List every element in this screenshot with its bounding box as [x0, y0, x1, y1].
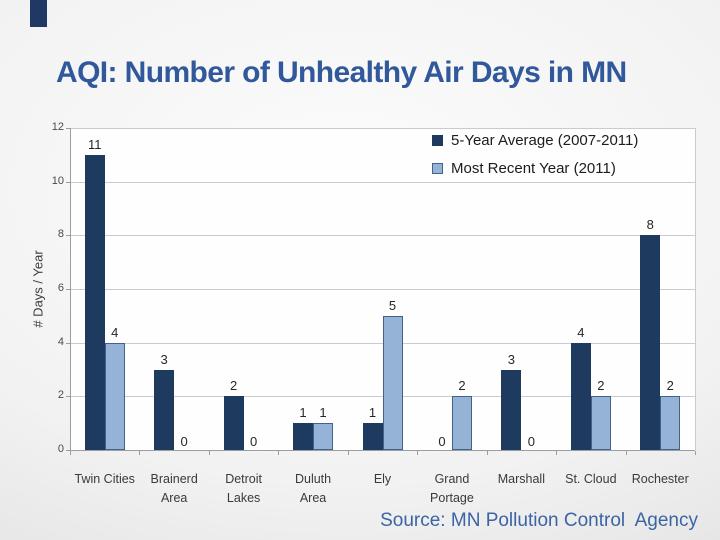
y-tick — [66, 450, 70, 451]
y-axis-title: # Days / Year — [30, 250, 46, 328]
bar-most-recent-year — [104, 342, 125, 450]
y-tick-label: 4 — [57, 335, 64, 348]
bar-value-label: 2 — [458, 378, 466, 394]
slide-accent-mark — [30, 0, 47, 27]
bar-most-recent-year — [660, 396, 681, 450]
x-tick — [417, 451, 419, 455]
bar-value-label: 0 — [249, 434, 258, 449]
category-label: Marshall — [497, 472, 545, 486]
bar-value-label: 2 — [229, 378, 238, 394]
bar-value-label: 0 — [180, 434, 188, 449]
y-tick — [66, 396, 70, 398]
y-tick — [66, 128, 70, 129]
bar-value-label: 3 — [160, 351, 168, 367]
bar-value-label: 0 — [527, 434, 535, 449]
x-tick — [278, 451, 280, 455]
legend-swatch-dark-icon — [432, 135, 443, 146]
source-attribution: Source: MN Pollution Control Agency — [380, 510, 698, 531]
bar-most-recent-year — [382, 315, 403, 450]
bar-value-label: 5 — [388, 297, 397, 313]
plot-right-border — [695, 128, 696, 450]
category-label: Detroit Lakes — [225, 472, 263, 505]
y-tick-label: 2 — [57, 389, 64, 402]
y-axis-line — [70, 128, 71, 454]
bar-5-year-average — [84, 154, 105, 450]
x-tick — [625, 451, 627, 455]
x-axis-line — [70, 450, 695, 451]
y-tick-label: 10 — [51, 174, 64, 187]
bar-value-label: 1 — [299, 405, 307, 421]
y-tick — [66, 235, 70, 237]
bar-value-label: 0 — [438, 434, 446, 449]
x-tick — [347, 451, 349, 455]
bar-value-label: 11 — [87, 136, 102, 152]
bar-value-label: 2 — [597, 378, 605, 394]
x-tick — [139, 451, 141, 455]
category-label: Brainerd Area — [150, 472, 198, 505]
bar-5-year-average — [223, 396, 244, 450]
bar-value-label: 8 — [646, 217, 654, 233]
bar-value-label: 4 — [111, 324, 119, 340]
gridline — [70, 289, 695, 290]
bar-value-label: 2 — [666, 378, 674, 394]
category-label: St. Cloud — [565, 472, 617, 486]
y-tick — [66, 289, 70, 290]
bar-value-label: 3 — [507, 351, 515, 367]
bar-value-label: 1 — [368, 405, 377, 421]
bar-most-recent-year — [590, 396, 611, 450]
x-tick — [556, 451, 558, 455]
legend-row-most-recent-year: Most Recent Year (2011) — [432, 160, 638, 177]
category-label: Duluth Area — [294, 472, 332, 505]
bar-value-label: 4 — [577, 324, 585, 340]
y-tick-label: 6 — [57, 282, 64, 294]
legend-row-5-year-average: 5-Year Average (2007-2011) — [432, 132, 638, 149]
gridline — [70, 235, 695, 237]
bar-5-year-average — [501, 369, 522, 450]
x-tick — [486, 451, 488, 455]
y-tick — [66, 342, 70, 344]
chart-legend: 5-Year Average (2007-2011) Most Recent Y… — [432, 132, 638, 188]
bar-value-label: 1 — [319, 405, 327, 421]
x-tick — [70, 451, 71, 455]
legend-swatch-light-icon — [432, 163, 443, 174]
bar-most-recent-year — [451, 396, 472, 450]
y-tick — [66, 181, 70, 183]
bar-5-year-average — [640, 235, 661, 450]
bar-5-year-average — [154, 369, 175, 450]
y-tick-label: 0 — [57, 443, 64, 455]
x-tick — [208, 451, 210, 455]
gridline — [70, 181, 695, 183]
bar-5-year-average — [293, 423, 314, 450]
category-label: Rochester — [631, 472, 689, 486]
bar-5-year-average — [570, 342, 591, 450]
legend-label: 5-Year Average (2007-2011) — [451, 132, 639, 149]
category-label: Ely — [373, 472, 392, 486]
y-tick-label: 8 — [57, 228, 64, 241]
gridline — [70, 128, 695, 129]
bar-most-recent-year — [313, 423, 334, 450]
legend-label: Most Recent Year (2011) — [451, 160, 616, 177]
y-tick-label: 12 — [51, 121, 64, 133]
slide-title: AQI: Number of Unhealthy Air Days in MN — [56, 56, 627, 89]
category-label: Grand Portage — [430, 472, 474, 505]
category-label: Twin Cities — [74, 472, 135, 486]
bar-5-year-average — [362, 423, 383, 450]
x-tick — [695, 451, 696, 455]
